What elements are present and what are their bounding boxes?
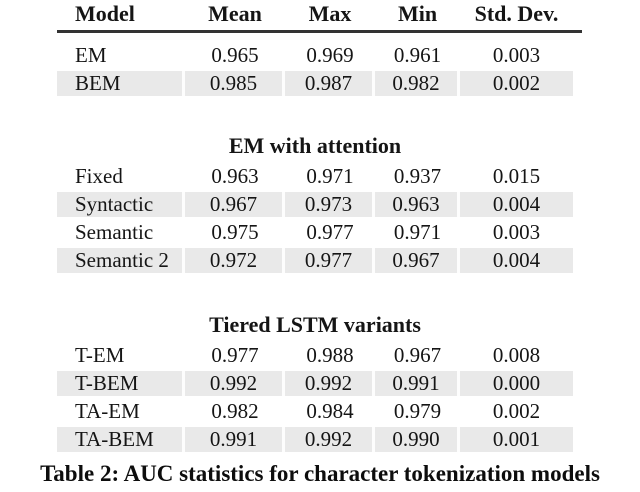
cell-max: 0.973 xyxy=(285,191,375,217)
header-spacer xyxy=(57,33,582,41)
cell-max: 0.992 xyxy=(285,426,375,452)
column-header-mean: Mean xyxy=(208,1,262,26)
cell-max: 0.977 xyxy=(306,219,354,244)
column-header-stddev: Std. Dev. xyxy=(474,1,559,26)
cell-stddev: 0.002 xyxy=(492,398,541,423)
cell-mean: 0.992 xyxy=(185,370,285,396)
table-row: T-EM 0.977 0.988 0.967 0.008 xyxy=(57,341,573,369)
table-row: TA-BEM 0.991 0.992 0.990 0.001 xyxy=(57,425,573,453)
table-row: TA-EM 0.982 0.984 0.979 0.002 xyxy=(57,397,573,425)
cell-stddev: 0.015 xyxy=(492,163,541,188)
cell-mean: 0.963 xyxy=(211,163,259,188)
cell-model: Syntactic xyxy=(57,191,185,217)
table-row: BEM 0.985 0.987 0.982 0.002 xyxy=(57,69,573,97)
table-caption: Table 2: AUC statistics for character to… xyxy=(40,461,600,486)
cell-model: Semantic xyxy=(75,219,154,244)
cell-max: 0.992 xyxy=(285,370,375,396)
cell-mean: 0.972 xyxy=(185,247,285,273)
cell-model: BEM xyxy=(57,70,185,96)
cell-mean: 0.975 xyxy=(211,219,259,244)
cell-stddev: 0.001 xyxy=(460,426,573,452)
table-row: EM 0.965 0.969 0.961 0.003 xyxy=(57,41,573,69)
column-header-model: Model xyxy=(75,1,135,26)
table-header-row: Model Mean Max Min Std. Dev. xyxy=(57,0,582,33)
section-title-tiered-lstm-variants: Tiered LSTM variants xyxy=(209,312,421,337)
cell-model: Semantic 2 xyxy=(57,247,185,273)
cell-model: EM xyxy=(75,42,107,67)
cell-mean: 0.965 xyxy=(211,42,259,67)
cell-min: 0.937 xyxy=(393,163,442,188)
cell-stddev: 0.008 xyxy=(492,342,541,367)
cell-mean: 0.977 xyxy=(211,342,259,367)
cell-min: 0.990 xyxy=(375,426,460,452)
section-spacer xyxy=(57,274,582,312)
section-spacer xyxy=(57,97,582,133)
cell-min: 0.967 xyxy=(375,247,460,273)
cell-model: Fixed xyxy=(75,163,123,188)
cell-min: 0.971 xyxy=(393,219,442,244)
cell-model: T-BEM xyxy=(57,370,185,396)
cell-min: 0.967 xyxy=(393,342,442,367)
cell-model: TA-EM xyxy=(75,398,140,423)
cell-min: 0.991 xyxy=(375,370,460,396)
cell-stddev: 0.002 xyxy=(460,70,573,96)
cell-stddev: 0.003 xyxy=(492,219,541,244)
cell-mean: 0.991 xyxy=(185,426,285,452)
section-title-em-with-attention: EM with attention xyxy=(228,133,402,158)
cell-mean: 0.967 xyxy=(185,191,285,217)
cell-max: 0.988 xyxy=(306,342,354,367)
cell-stddev: 0.000 xyxy=(460,370,573,396)
cell-min: 0.961 xyxy=(393,42,442,67)
table-row: Syntactic 0.967 0.973 0.963 0.004 xyxy=(57,190,573,218)
cell-mean: 0.985 xyxy=(185,70,285,96)
cell-max: 0.984 xyxy=(306,398,354,423)
cell-max: 0.969 xyxy=(306,42,354,67)
cell-max: 0.971 xyxy=(306,163,354,188)
cell-max: 0.977 xyxy=(285,247,375,273)
table-row: Semantic 0.975 0.977 0.971 0.003 xyxy=(57,218,573,246)
table-row: Semantic 2 0.972 0.977 0.967 0.004 xyxy=(57,246,573,274)
table-row: T-BEM 0.992 0.992 0.991 0.000 xyxy=(57,369,573,397)
cell-model: T-EM xyxy=(75,342,125,367)
table-row: Fixed 0.963 0.971 0.937 0.015 xyxy=(57,162,573,190)
cell-min: 0.979 xyxy=(393,398,442,423)
column-header-max: Max xyxy=(308,1,352,26)
cell-min: 0.982 xyxy=(375,70,460,96)
cell-stddev: 0.003 xyxy=(492,42,541,67)
cell-stddev: 0.004 xyxy=(460,247,573,273)
auc-statistics-table: Model Mean Max Min Std. Dev. EM 0.965 0.… xyxy=(57,0,582,453)
cell-min: 0.963 xyxy=(375,191,460,217)
cell-stddev: 0.004 xyxy=(460,191,573,217)
cell-mean: 0.982 xyxy=(211,398,259,423)
cell-max: 0.987 xyxy=(285,70,375,96)
column-header-min: Min xyxy=(397,1,438,26)
cell-model: TA-BEM xyxy=(57,426,185,452)
